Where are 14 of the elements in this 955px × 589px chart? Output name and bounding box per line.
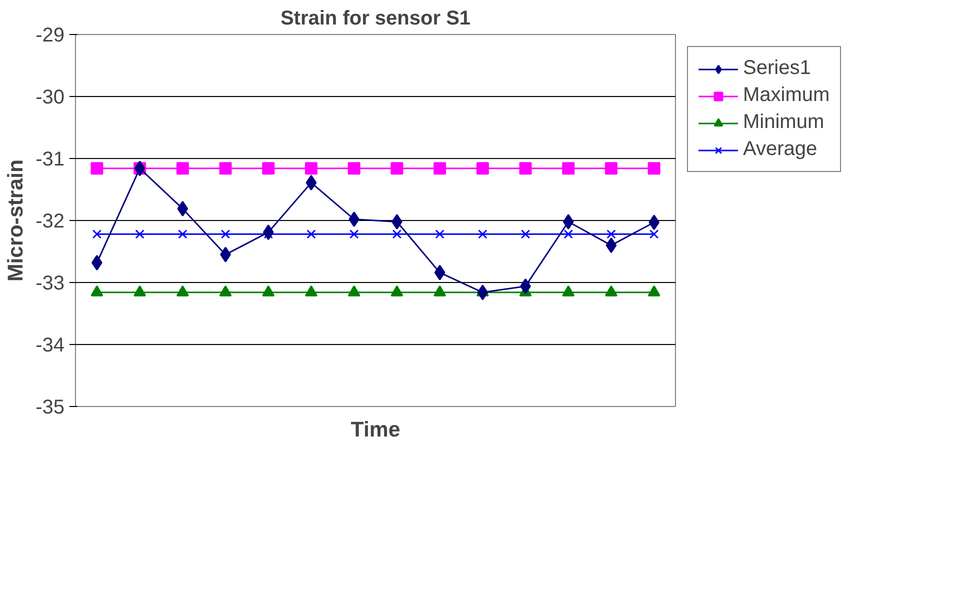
y-tick-label: -35 <box>36 396 64 418</box>
y-axis-title: Micro-strain <box>4 159 28 282</box>
legend-label: Minimum <box>743 111 824 134</box>
legend-label: Average <box>743 138 818 161</box>
y-tick-label: -32 <box>36 210 64 232</box>
y-tick-label: -33 <box>36 272 64 294</box>
y-tick-label: -30 <box>36 86 64 108</box>
y-tick-label: -29 <box>36 24 64 46</box>
chart-title: Strain for sensor S1 <box>280 8 471 30</box>
legend-label: Maximum <box>743 84 830 107</box>
y-tick-label: -31 <box>36 148 64 170</box>
legend-label: Series1 <box>743 57 811 80</box>
y-tick-label: -34 <box>36 334 64 356</box>
x-axis-title: Time <box>350 418 400 442</box>
